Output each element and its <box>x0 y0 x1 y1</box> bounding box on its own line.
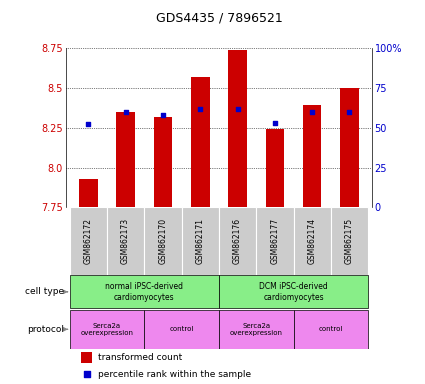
Text: GSM862171: GSM862171 <box>196 218 205 264</box>
Bar <box>219 310 294 349</box>
Bar <box>107 207 144 275</box>
Bar <box>181 207 219 275</box>
Point <box>159 112 166 118</box>
Bar <box>331 207 368 275</box>
Text: GSM862174: GSM862174 <box>308 218 317 264</box>
Bar <box>340 88 359 207</box>
Bar <box>219 275 368 308</box>
Text: GSM862175: GSM862175 <box>345 218 354 264</box>
Text: protocol: protocol <box>27 325 64 334</box>
Bar <box>294 310 368 349</box>
Text: control: control <box>319 326 343 332</box>
Bar <box>153 116 172 207</box>
Text: cell type: cell type <box>25 287 64 296</box>
Bar <box>144 310 219 349</box>
Bar <box>256 207 294 275</box>
Text: Serca2a
overexpression: Serca2a overexpression <box>80 323 133 336</box>
Bar <box>266 129 284 207</box>
Text: GDS4435 / 7896521: GDS4435 / 7896521 <box>156 12 282 25</box>
Bar <box>116 112 135 207</box>
Bar <box>70 310 144 349</box>
Text: DCM iPSC-derived
cardiomyocytes: DCM iPSC-derived cardiomyocytes <box>259 282 328 301</box>
Point <box>272 120 278 126</box>
Bar <box>81 352 92 363</box>
Text: GSM862172: GSM862172 <box>84 218 93 264</box>
Text: GSM862177: GSM862177 <box>270 218 279 264</box>
Bar <box>219 207 256 275</box>
Text: normal iPSC-derived
cardiomyocytes: normal iPSC-derived cardiomyocytes <box>105 282 183 301</box>
Bar <box>70 207 107 275</box>
Point <box>234 106 241 112</box>
Bar <box>303 105 321 207</box>
Text: transformed count: transformed count <box>98 353 182 362</box>
Text: GSM862176: GSM862176 <box>233 218 242 264</box>
Text: GSM862173: GSM862173 <box>121 218 130 264</box>
Point <box>122 109 129 115</box>
Point <box>85 121 92 127</box>
Point <box>197 106 204 112</box>
Text: Serca2a
overexpression: Serca2a overexpression <box>230 323 283 336</box>
Bar <box>70 275 219 308</box>
Bar <box>294 207 331 275</box>
Text: control: control <box>170 326 194 332</box>
Text: GSM862170: GSM862170 <box>159 218 167 264</box>
Bar <box>191 77 210 207</box>
Text: percentile rank within the sample: percentile rank within the sample <box>98 369 251 379</box>
Bar <box>228 50 247 207</box>
Point <box>346 109 353 115</box>
Bar <box>144 207 181 275</box>
Point <box>309 109 316 115</box>
Point <box>83 371 90 377</box>
Bar <box>79 179 98 207</box>
